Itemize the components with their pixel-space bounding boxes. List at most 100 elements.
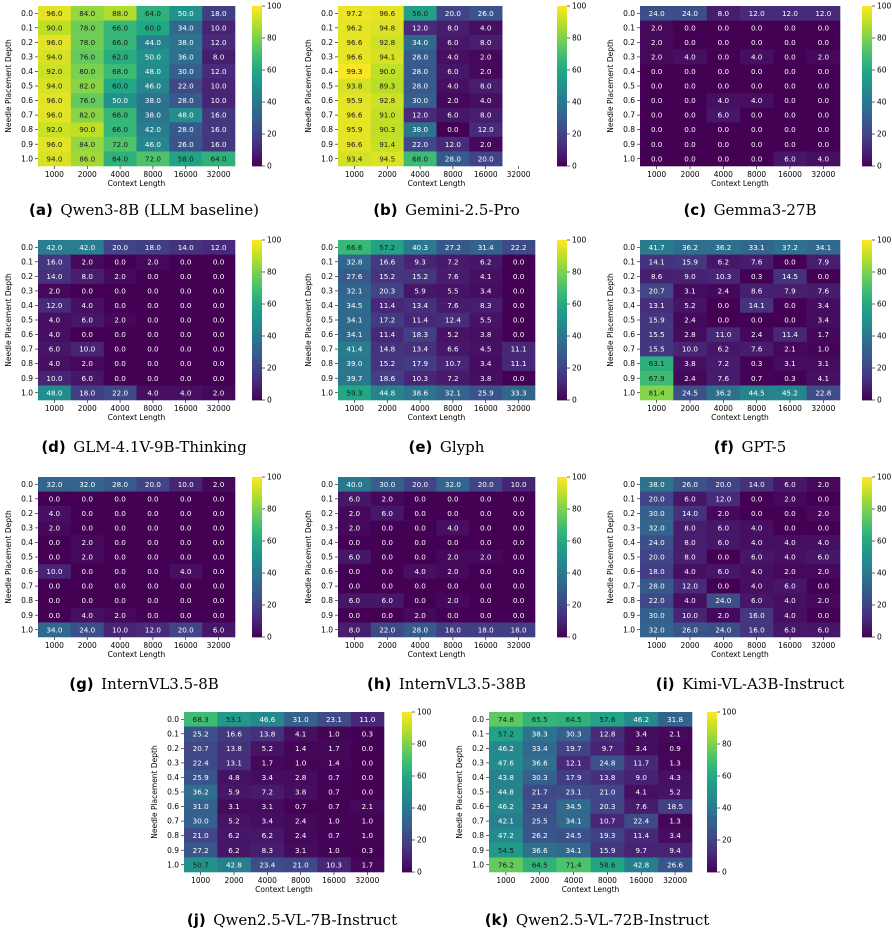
heatmap-cell xyxy=(103,593,137,609)
colorbar-segment xyxy=(862,599,872,603)
colorbar-segment xyxy=(862,91,872,95)
heatmap-cell xyxy=(103,35,137,50)
cell-value-label: 0.0 xyxy=(180,330,192,339)
colorbar-segment xyxy=(707,816,717,820)
cell-value-label: 6.0 xyxy=(784,582,796,591)
colorbar-segment xyxy=(707,848,717,852)
cell-value-label: 8.0 xyxy=(684,538,696,547)
cell-value-label: 0.0 xyxy=(651,67,663,76)
heatmap-cell xyxy=(169,370,203,386)
colorbar-segment xyxy=(707,837,717,841)
y-tick-label: 0.6 xyxy=(321,330,333,339)
cell-value-label: 39.0 xyxy=(346,359,362,368)
colorbar-segment xyxy=(862,150,872,154)
colorbar-segment xyxy=(862,136,872,140)
caption-name: Qwen2.5-VL-72B-Instruct xyxy=(508,911,709,929)
heatmap-cell xyxy=(38,49,72,65)
colorbar-segment xyxy=(862,14,872,18)
y-tick-label: 0.4 xyxy=(623,538,635,547)
colorbar-segment xyxy=(402,810,412,814)
heatmap-cell xyxy=(706,327,741,343)
cell-value-label: 0.0 xyxy=(180,524,192,533)
colorbar-segment xyxy=(252,368,262,372)
heatmap-cell xyxy=(202,283,236,299)
cell-value-label: 34.0 xyxy=(178,23,194,32)
heatmap-cell xyxy=(502,240,536,255)
colorbar-segment xyxy=(252,557,262,561)
cell-value-label: 2.0 xyxy=(213,388,225,397)
heatmap-cell xyxy=(403,549,437,565)
heatmap-cell xyxy=(469,49,503,65)
heatmap-cell xyxy=(370,122,404,138)
cell-value-label: 0.0 xyxy=(784,111,796,120)
y-tick-label: 1.0 xyxy=(623,625,635,634)
heatmap-cell xyxy=(640,107,674,123)
cell-value-label: 0.0 xyxy=(213,374,225,383)
colorbar-segment xyxy=(862,562,872,566)
cell-value-label: 0.7 xyxy=(328,802,339,811)
colorbar-segment xyxy=(252,163,262,167)
colorbar-segment xyxy=(402,861,412,865)
y-axis-label: Needle Placement Depth xyxy=(4,39,13,133)
heatmap-cell xyxy=(217,813,251,829)
colorbar-segment xyxy=(862,245,872,249)
colorbar-segment xyxy=(862,56,872,60)
heatmap-cell xyxy=(658,842,693,858)
heatmap-cell xyxy=(640,506,674,521)
colorbar-segment xyxy=(862,250,872,254)
colorbar-segment xyxy=(402,725,412,729)
cell-value-label: 1.0 xyxy=(328,846,340,855)
colorbar-segment xyxy=(557,354,567,358)
colorbar-segment xyxy=(402,837,412,841)
colorbar-tick-label: 20 xyxy=(267,364,277,373)
colorbar-segment xyxy=(252,578,262,582)
cell-value-label: 26.0 xyxy=(682,625,698,634)
y-tick-label: 0.8 xyxy=(623,125,635,134)
cell-value-label: 2.0 xyxy=(818,509,830,518)
heatmap-cell xyxy=(136,549,170,565)
heatmap-cell xyxy=(469,64,503,80)
heatmap-cell xyxy=(338,283,372,299)
heatmap-cell xyxy=(338,269,372,284)
colorbar-segment xyxy=(707,866,717,870)
cell-value-label: 0.0 xyxy=(349,582,361,591)
heatmap-cell xyxy=(103,327,137,343)
cell-value-label: 0.0 xyxy=(147,345,159,354)
cell-value-label: 0.0 xyxy=(818,272,830,281)
colorbar-segment xyxy=(402,842,412,846)
heatmap-cell xyxy=(706,107,741,123)
colorbar-segment xyxy=(252,70,262,74)
colorbar-tick-label: 80 xyxy=(877,34,887,43)
cell-value-label: 60.0 xyxy=(112,82,128,91)
heatmap-cell xyxy=(806,78,841,94)
x-tick-label: 4000 xyxy=(111,404,130,413)
cell-value-label: 0.0 xyxy=(362,773,374,782)
cell-value-label: 0.0 xyxy=(147,582,159,591)
y-tick-label: 0.5 xyxy=(623,553,635,562)
cell-value-label: 6.2 xyxy=(480,257,491,266)
x-tick-label: 16000 xyxy=(322,876,346,885)
colorbar-segment xyxy=(402,717,412,721)
heatmap-cell xyxy=(469,78,503,94)
colorbar-segment xyxy=(862,394,872,398)
colorbar-segment xyxy=(862,272,872,276)
colorbar-segment xyxy=(402,760,412,764)
heatmap-cell xyxy=(740,122,774,138)
cell-value-label: 16.0 xyxy=(46,257,62,266)
x-tick-label: 4000 xyxy=(411,641,430,650)
heatmap-cell xyxy=(350,770,385,786)
colorbar-segment xyxy=(252,48,262,52)
cell-value-label: 7.6 xyxy=(818,287,830,296)
x-tick-label: 1000 xyxy=(647,404,666,413)
colorbar-segment xyxy=(252,490,262,494)
cell-value-label: 0.0 xyxy=(362,788,374,797)
colorbar-tick-label: 0 xyxy=(877,396,882,405)
y-axis-label: Needle Placement Depth xyxy=(455,745,464,839)
colorbar-segment xyxy=(252,120,262,124)
cell-value-label: 4.0 xyxy=(49,359,61,368)
heatmap-cell xyxy=(38,607,72,623)
colorbar-segment xyxy=(252,362,262,366)
cell-value-label: 5.9 xyxy=(228,788,240,797)
x-tick-label: 32000 xyxy=(207,170,231,179)
colorbar-segment xyxy=(557,349,567,353)
